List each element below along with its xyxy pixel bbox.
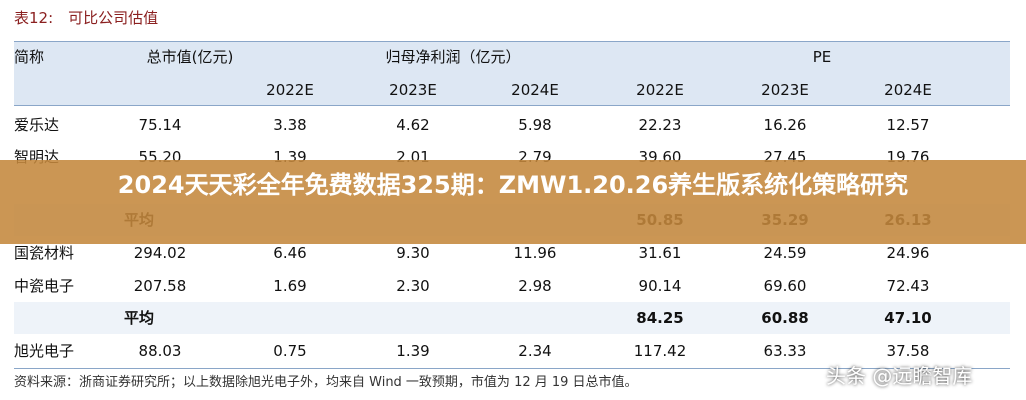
- rule: [14, 105, 1010, 106]
- value-cell: 37.58: [886, 342, 930, 360]
- value-cell: 31.61: [638, 244, 682, 262]
- value-cell: 1.69: [273, 277, 307, 295]
- row-bg: [14, 302, 1010, 334]
- value-cell: 2.98: [518, 277, 552, 295]
- year-cell: 2022E: [266, 81, 314, 99]
- value-cell: 24.96: [886, 244, 930, 262]
- value-cell: 75.14: [138, 116, 182, 134]
- value-cell: 5.98: [518, 116, 552, 134]
- year-cell: 2023E: [761, 81, 809, 99]
- value-cell: 24.59: [763, 244, 807, 262]
- value-cell: 6.46: [273, 244, 307, 262]
- value-cell: 90.14: [638, 277, 682, 295]
- value-cell: 4.62: [396, 116, 430, 134]
- name-cell: 旭光电子: [14, 342, 75, 360]
- rule: [14, 41, 1010, 42]
- header-cell: 简称: [14, 48, 45, 66]
- year-cell: 2023E: [389, 81, 437, 99]
- value-cell: 12.57: [886, 116, 930, 134]
- year-cell: 2024E: [511, 81, 559, 99]
- header-bg: [14, 41, 1010, 105]
- value-cell: 3.38: [273, 116, 307, 134]
- year-cell: 2024E: [884, 81, 932, 99]
- header-cell: PE: [812, 48, 832, 66]
- value-cell: 9.30: [396, 244, 430, 262]
- value-cell: 72.43: [886, 277, 930, 295]
- value-cell: 63.33: [763, 342, 807, 360]
- value-cell: 47.10: [884, 309, 932, 327]
- value-cell: 22.23: [638, 116, 682, 134]
- value-cell: 1.39: [396, 342, 430, 360]
- name-cell: 平均: [124, 309, 155, 327]
- table-title: 表12: 可比公司估值: [14, 9, 159, 27]
- value-cell: 294.02: [133, 244, 187, 262]
- rule: [14, 368, 1010, 369]
- value-cell: 69.60: [763, 277, 807, 295]
- name-cell: 中瓷电子: [14, 277, 75, 295]
- value-cell: 2.34: [518, 342, 552, 360]
- value-cell: 16.26: [763, 116, 807, 134]
- value-cell: 117.42: [633, 342, 687, 360]
- header-cell: 归母净利润（亿元）: [385, 48, 521, 66]
- watermark: 头条 @远瞻智库: [826, 364, 973, 388]
- year-cell: 2022E: [636, 81, 684, 99]
- source-note: 资料来源：浙商证券研究所；以上数据除旭光电子外，均来自 Wind 一致预期，市值…: [14, 375, 638, 390]
- name-cell: 国瓷材料: [14, 244, 75, 262]
- name-cell: 爱乐达: [14, 116, 60, 134]
- value-cell: 88.03: [138, 342, 182, 360]
- overlay-banner: 2024天天彩全年免费数据325期：ZMW1.20.26养生版系统化策略研究: [0, 160, 1026, 244]
- value-cell: 84.25: [636, 309, 684, 327]
- header-cell: 总市值(亿元): [146, 48, 234, 66]
- value-cell: 0.75: [273, 342, 307, 360]
- value-cell: 207.58: [133, 277, 187, 295]
- value-cell: 60.88: [761, 309, 809, 327]
- value-cell: 11.96: [513, 244, 557, 262]
- value-cell: 2.30: [396, 277, 430, 295]
